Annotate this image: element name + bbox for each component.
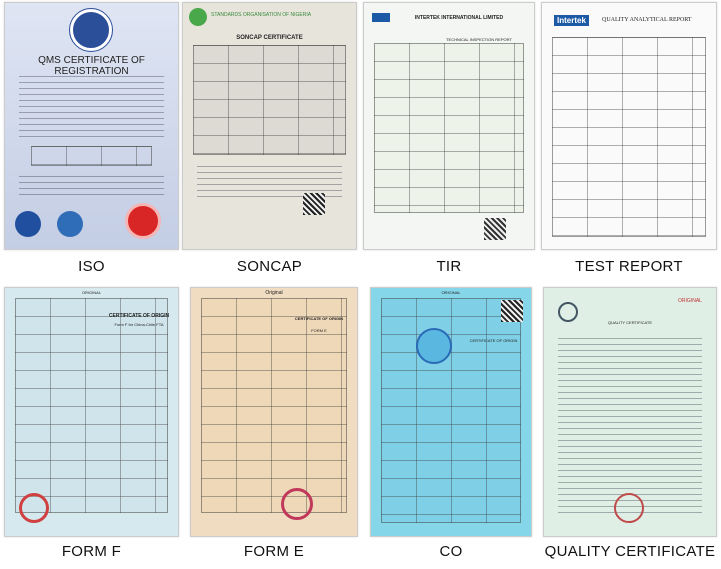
doc-title: QMS CERTIFICATE OF REGISTRATION — [38, 55, 145, 77]
cert-label: QUALITY CERTIFICATE — [544, 543, 716, 560]
cert-label: CO — [439, 543, 463, 560]
doc-title: SONCAP CERTIFICATE — [236, 35, 303, 41]
intertek-logo: Intertek — [554, 15, 589, 26]
form-e-image: Original CERTIFICATE OF ORIGIN FORM E — [190, 287, 358, 537]
doc-header: Original — [265, 290, 283, 296]
doc-subtitle: TECHNICAL INSPECTION REPORT — [446, 37, 512, 42]
doc-title: QUALITY ANALYTICAL REPORT — [602, 17, 692, 23]
ciq-logo-icon — [558, 302, 578, 322]
doc-title: CERTIFICATE OF ORIGIN — [108, 313, 170, 319]
intertek-logo-icon — [372, 13, 390, 22]
cert-label: FORM E — [243, 543, 305, 560]
doc-title: INTERTEK INTERNATIONAL LIMITED — [414, 15, 504, 21]
cert-label: FORM F — [61, 543, 122, 560]
cert-label: ISO — [78, 258, 105, 275]
doc-header: ORIGINAL — [678, 298, 702, 304]
cert-label: TIR — [436, 258, 462, 275]
csi-seal-icon — [125, 203, 161, 239]
red-stamp-icon — [19, 493, 49, 523]
ccpit-seal-icon — [416, 328, 452, 364]
doc-subtitle: Form F for China-Chile FTA — [114, 322, 164, 327]
doc-header: STANDARDS ORGANISATION OF NIGERIA — [211, 12, 312, 18]
qr-code-icon — [501, 300, 523, 322]
globe-logo-icon — [69, 8, 113, 52]
doc-title: CERTIFICATE OF ORIGIN — [294, 316, 344, 321]
iaf-logo-icon — [15, 211, 41, 237]
doc-header: ORIGINAL — [81, 290, 102, 295]
form-f-image: ORIGINAL CERTIFICATE OF ORIGIN Form F fo… — [4, 287, 179, 537]
red-stamp-icon — [614, 493, 644, 523]
test-report-image: Intertek QUALITY ANALYTICAL REPORT — [541, 2, 717, 250]
iso-certificate-image: QMS CERTIFICATE OF REGISTRATION — [4, 2, 179, 250]
doc-subtitle: FORM E — [311, 328, 327, 333]
co-image: ORIGINAL CERTIFICATE OF ORIGIN — [370, 287, 532, 537]
doc-title: CERTIFICATE OF ORIGIN — [469, 338, 518, 343]
son-logo-icon — [189, 8, 207, 26]
doc-title: QUALITY CERTIFICATE — [607, 320, 652, 325]
cert-label: TEST REPORT — [575, 258, 683, 275]
qr-code-icon — [303, 193, 325, 215]
cnas-logo-icon — [57, 211, 83, 237]
tir-report-image: INTERTEK INTERNATIONAL LIMITED TECHNICAL… — [363, 2, 535, 250]
quality-certificate-image: ORIGINAL QUALITY CERTIFICATE — [543, 287, 717, 537]
soncap-certificate-image: STANDARDS ORGANISATION OF NIGERIA SONCAP… — [182, 2, 357, 250]
cert-label: SONCAP — [236, 258, 303, 275]
red-stamp-icon — [281, 488, 313, 520]
qr-code-icon — [484, 218, 506, 240]
doc-header: ORIGINAL — [441, 290, 461, 295]
